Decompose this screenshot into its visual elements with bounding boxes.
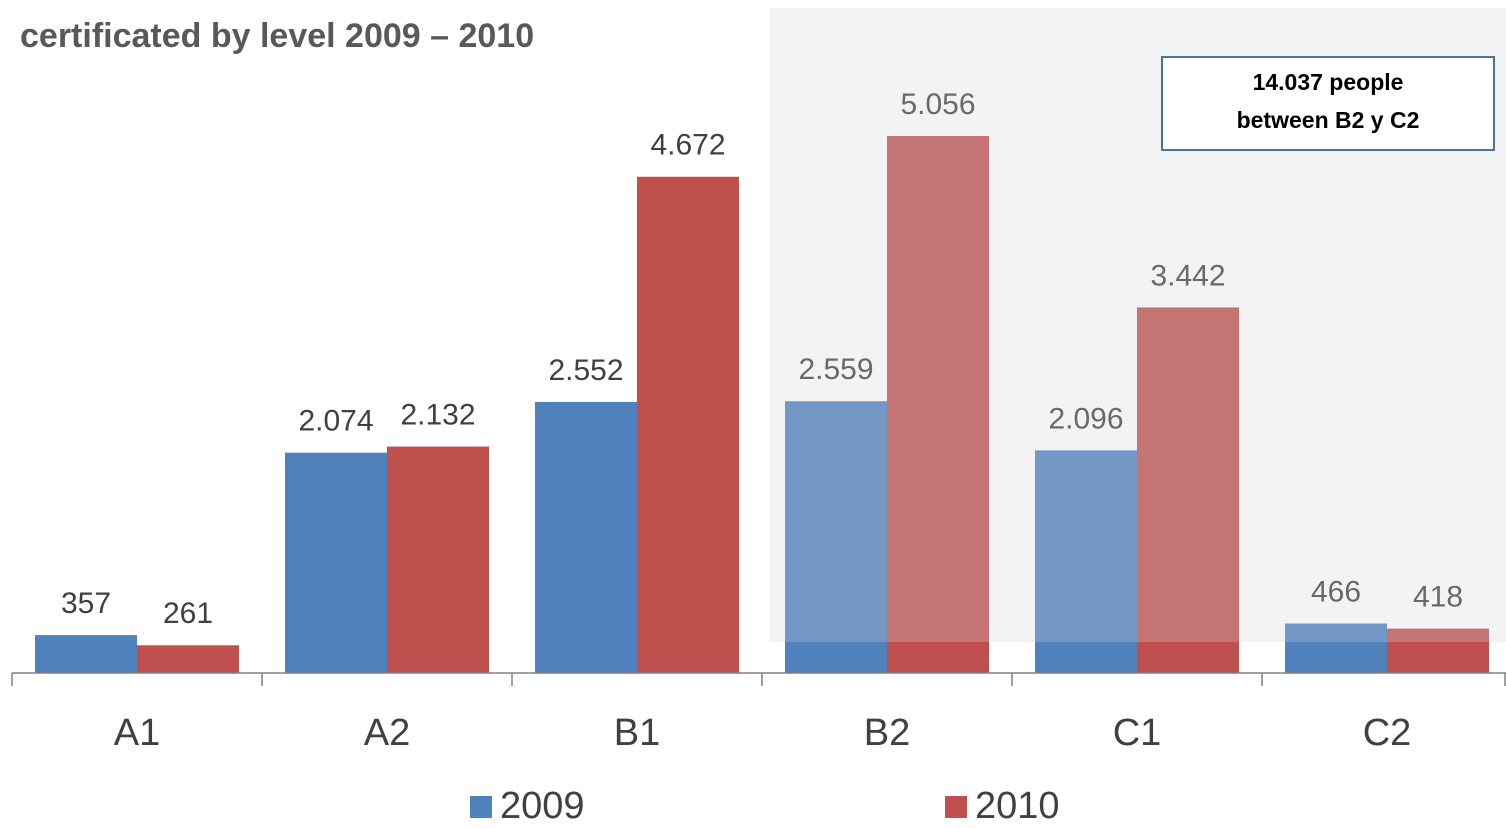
- bar: [285, 452, 387, 673]
- annotation-text: between B2 y C2: [1237, 107, 1420, 133]
- value-label: 5.056: [900, 88, 975, 121]
- bar: [137, 645, 239, 673]
- x-tick-label: B2: [864, 712, 910, 754]
- legend-swatch: [470, 796, 492, 818]
- annotation-box: [1161, 56, 1495, 151]
- annotation-text: 14.037 people: [1253, 69, 1404, 95]
- x-tick-label: A2: [364, 712, 410, 754]
- x-tick-label: B1: [614, 712, 660, 754]
- bar: [35, 635, 137, 673]
- bar: [887, 136, 989, 673]
- value-label: 466: [1311, 575, 1361, 608]
- legend-label: 2010: [975, 785, 1060, 827]
- legend-label: 2009: [500, 785, 585, 827]
- value-label: 418: [1413, 581, 1463, 614]
- value-label: 2.132: [400, 398, 475, 431]
- bar: [1137, 307, 1239, 673]
- bar: [1387, 628, 1489, 673]
- value-label: 3.442: [1150, 259, 1225, 292]
- bar: [1285, 623, 1387, 673]
- value-label: 2.559: [798, 353, 873, 386]
- value-label: 2.096: [1048, 402, 1123, 435]
- value-label: 2.552: [548, 354, 623, 387]
- value-label: 2.074: [298, 405, 373, 438]
- value-label: 357: [61, 587, 111, 620]
- legend-swatch: [945, 796, 967, 818]
- chart-title: certificated by level 2009 – 2010: [20, 17, 534, 55]
- bar: [637, 176, 739, 674]
- bar: [535, 401, 637, 673]
- value-label: 261: [163, 597, 213, 630]
- x-tick-label: A1: [114, 712, 160, 754]
- bar: [785, 401, 887, 673]
- x-tick-label: C2: [1363, 712, 1412, 754]
- bar: [387, 446, 489, 673]
- bar: [1035, 450, 1137, 673]
- x-tick-label: C1: [1113, 712, 1162, 754]
- value-label: 4.672: [650, 129, 725, 162]
